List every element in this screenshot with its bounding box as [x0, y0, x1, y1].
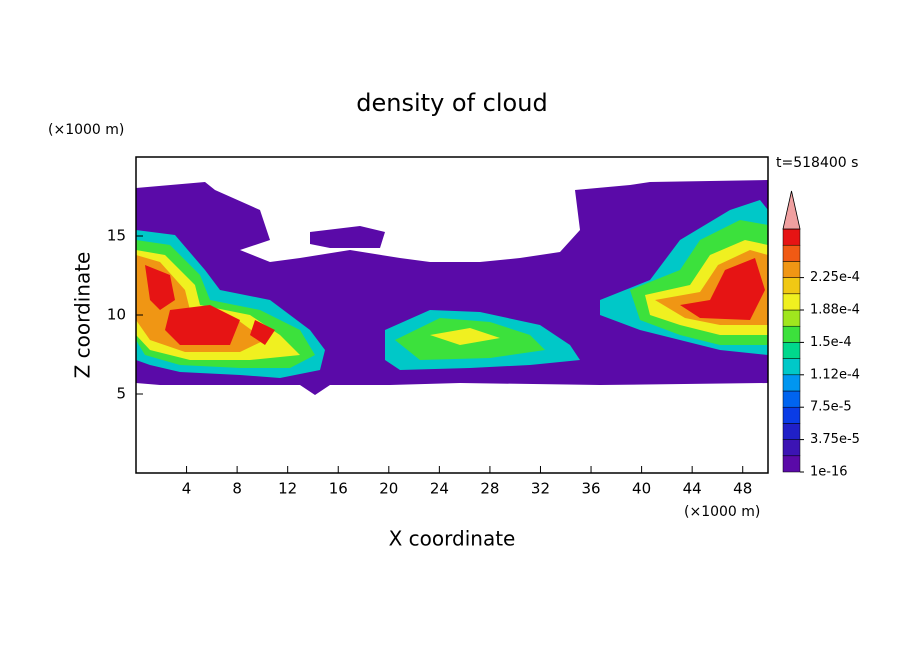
colorbar-box — [782, 358, 801, 376]
colorbar-box — [782, 228, 801, 246]
colorbar-label: 3.75e-5 — [810, 432, 860, 447]
contour-region — [145, 258, 765, 345]
colorbar-box — [782, 374, 801, 392]
time-label: t=518400 s — [776, 155, 858, 171]
colorbar-box — [782, 277, 801, 295]
colorbar-label: 1e-16 — [810, 465, 848, 480]
y-unit: (×1000 m) — [48, 122, 124, 138]
colorbar-box — [782, 439, 801, 457]
colorbar-box — [782, 293, 801, 311]
x-axis-title: X coordinate — [389, 527, 516, 551]
colorbar-box — [782, 342, 801, 359]
colorbar-box — [782, 309, 801, 327]
colorbar-label: 1.88e-4 — [810, 303, 860, 318]
x-tick-label: 48 — [733, 480, 752, 498]
colorbar-label: 7.5e-5 — [810, 400, 852, 415]
x-tick-label: 32 — [531, 480, 550, 498]
colorbar-box — [782, 244, 801, 262]
x-tick-label: 24 — [430, 480, 449, 498]
colorbar-label: 2.25e-4 — [810, 270, 860, 285]
x-tick-label: 4 — [182, 480, 192, 498]
x-unit: (×1000 m) — [684, 504, 760, 520]
x-tick-label: 12 — [278, 480, 297, 498]
y-axis-title: Z coordinate — [71, 252, 95, 379]
y-tick-label: 15 — [107, 227, 126, 245]
chart-title: density of cloud — [356, 89, 547, 117]
contour-field — [136, 180, 768, 395]
x-tick-label: 44 — [683, 480, 702, 498]
y-tick-label: 5 — [116, 385, 126, 403]
x-tick-label: 20 — [379, 480, 398, 498]
x-tick-label: 36 — [581, 480, 600, 498]
colorbar-box — [782, 325, 801, 343]
colorbar-box — [782, 455, 801, 473]
colorbar-box — [782, 423, 801, 440]
y-tick-label: 10 — [107, 306, 126, 324]
colorbar-overflow — [782, 190, 801, 230]
x-tick-label: 28 — [480, 480, 499, 498]
x-tick-label: 40 — [632, 480, 651, 498]
colorbar-box — [782, 390, 801, 408]
colorbar-box — [782, 261, 801, 278]
x-tick-label: 8 — [232, 480, 242, 498]
colorbar-box — [782, 406, 801, 424]
x-tick-label: 16 — [329, 480, 348, 498]
colorbar-label: 1.5e-4 — [810, 335, 852, 350]
colorbar-label: 1.12e-4 — [810, 367, 860, 382]
contour-region — [136, 220, 768, 368]
